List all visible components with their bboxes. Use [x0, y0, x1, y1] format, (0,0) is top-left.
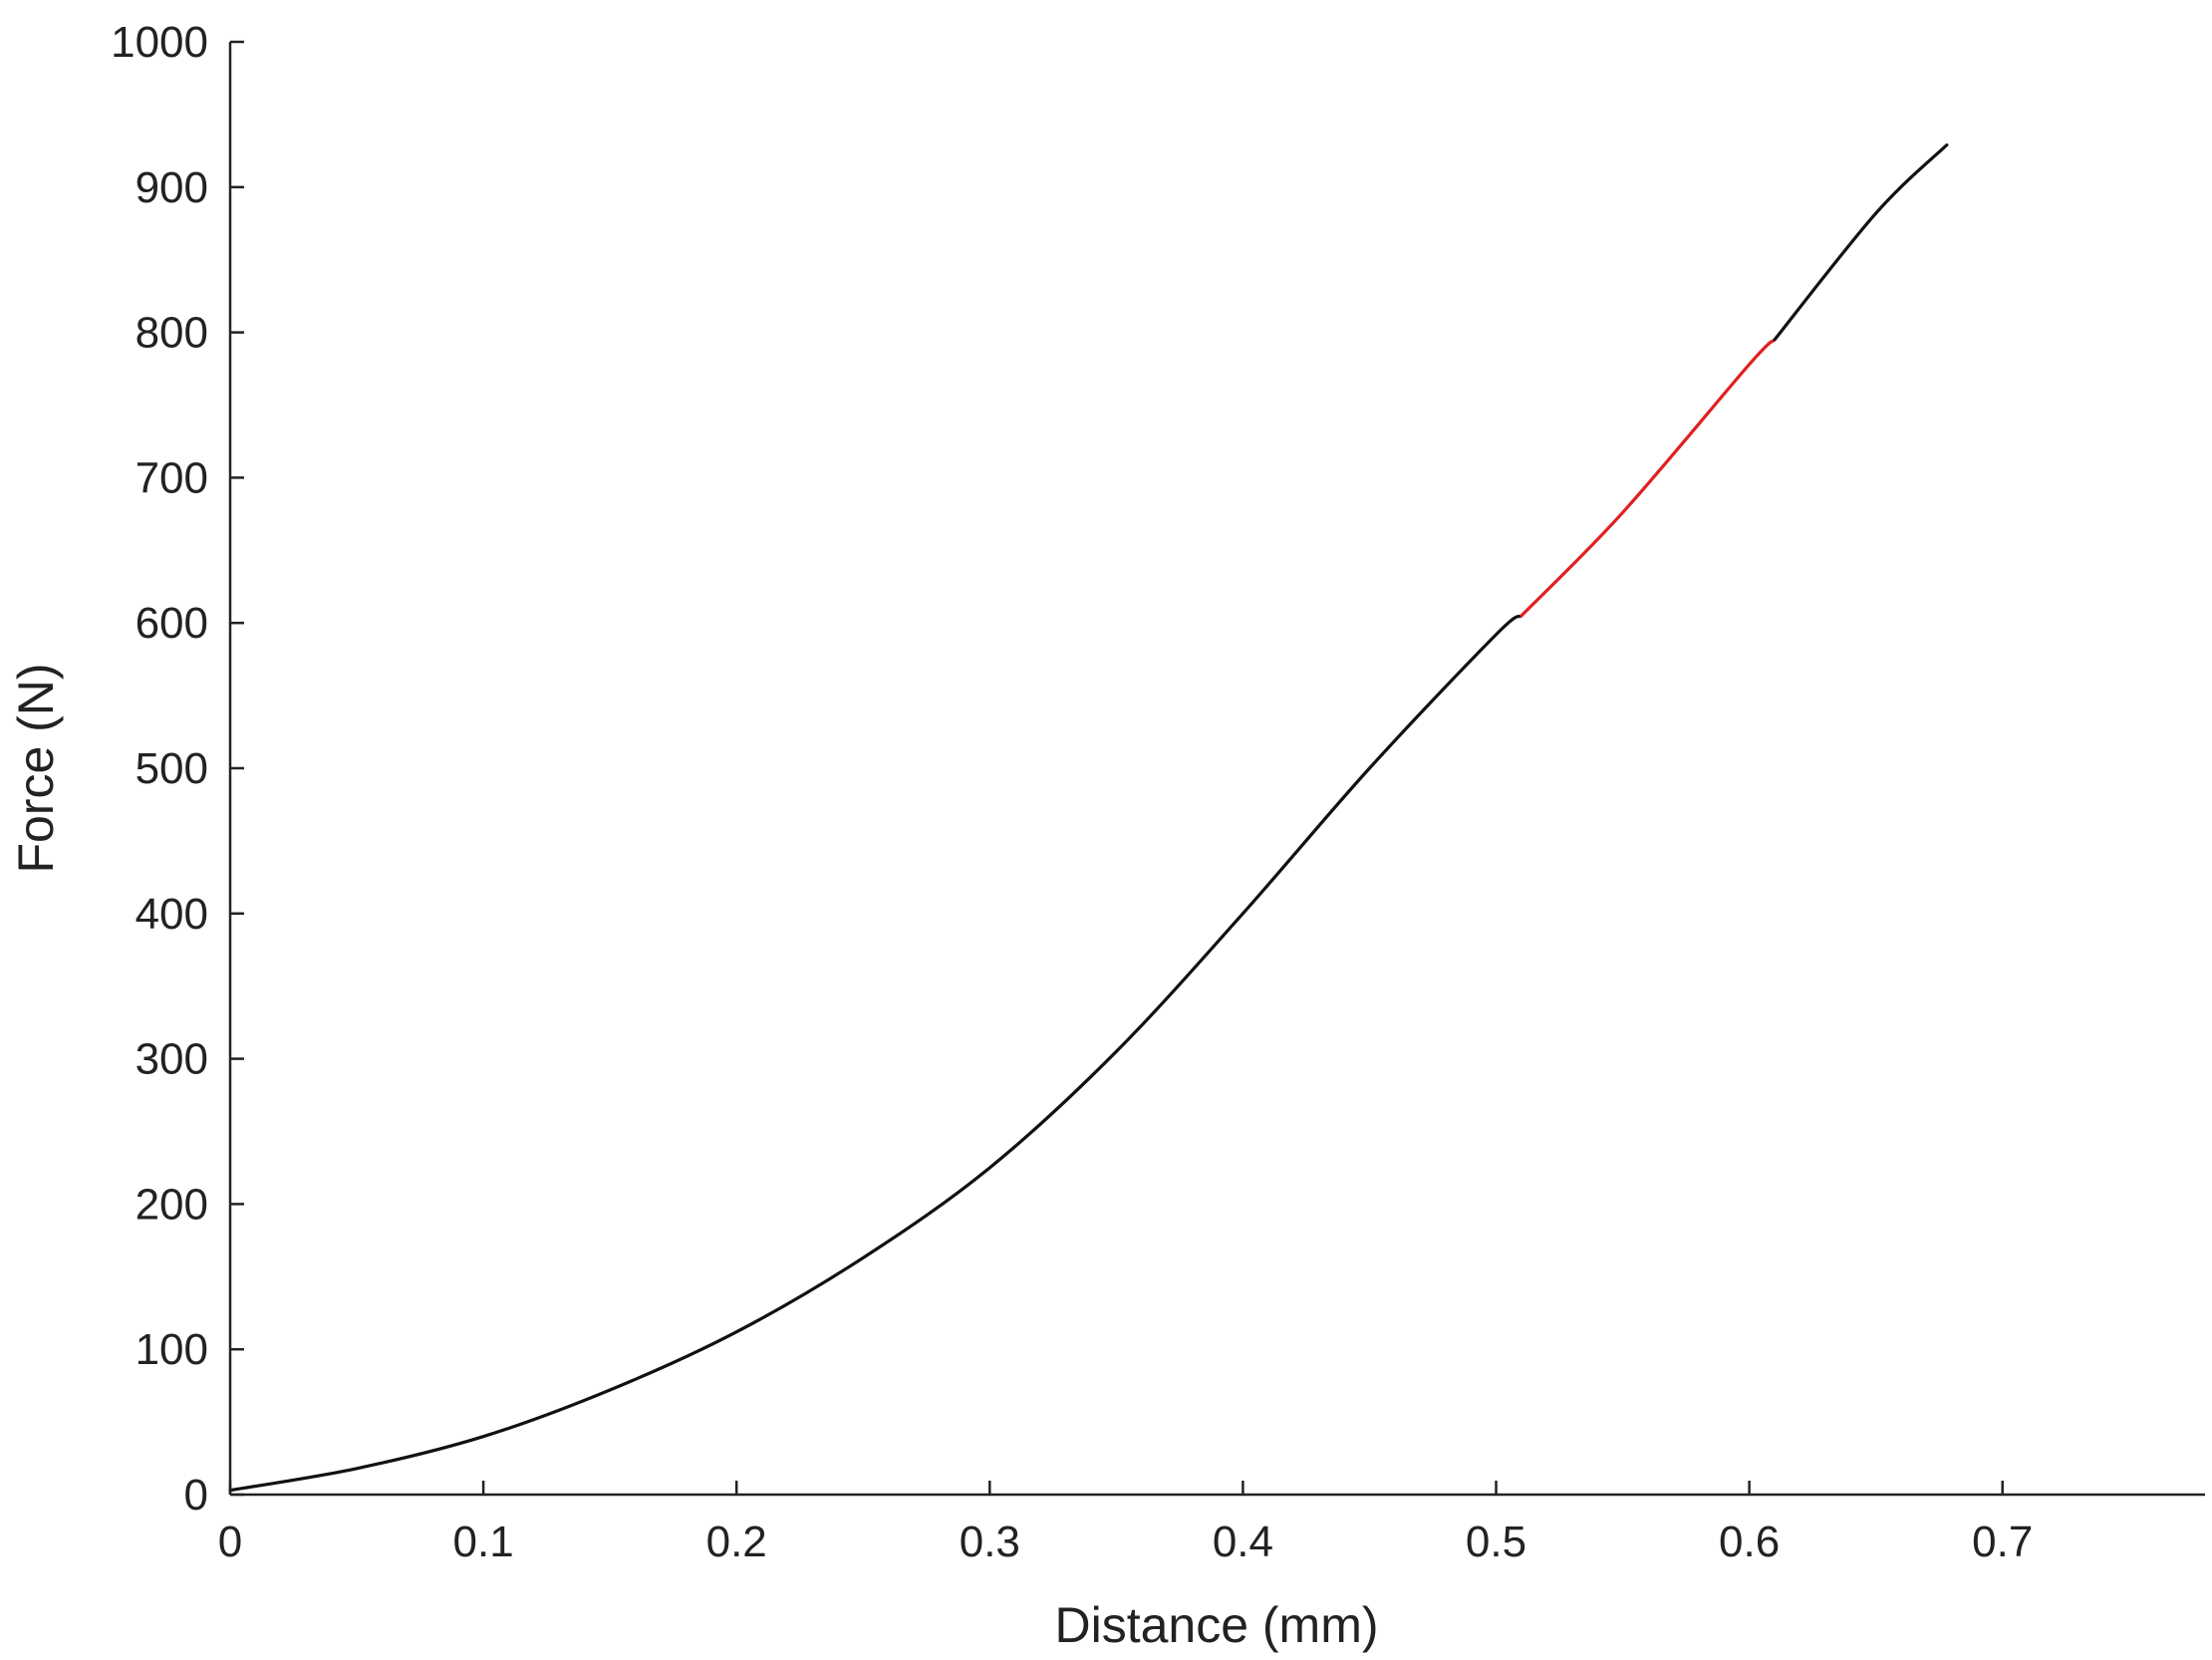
- x-tick-label: 0.4: [1213, 1518, 1273, 1566]
- y-tick-label: 600: [136, 599, 208, 648]
- series-line-0: [228, 614, 1523, 1493]
- y-tick-label: 200: [136, 1180, 208, 1229]
- x-ticks: 0 0.1 0.2 0.3 0.4 0.5 0.6 0.7: [218, 1481, 2033, 1566]
- y-tick-label: 700: [136, 453, 208, 502]
- x-tick-label: 0: [218, 1518, 242, 1566]
- y-tick-label: 500: [136, 744, 208, 793]
- series-line-2: [1773, 142, 1949, 342]
- series-layer: [228, 142, 1949, 1493]
- x-tick-label: 0.1: [453, 1518, 514, 1566]
- y-tick-label: 400: [136, 890, 208, 939]
- x-tick-label: 0.5: [1466, 1518, 1526, 1566]
- x-tick-label: 0.7: [1972, 1518, 2033, 1566]
- x-tick-label: 0.6: [1719, 1518, 1780, 1566]
- y-axis-title: Force (N): [8, 663, 64, 873]
- series-line-1: [1520, 338, 1777, 618]
- x-tick-label: 0.2: [706, 1518, 767, 1566]
- y-tick-label: 100: [136, 1325, 208, 1374]
- y-tick-label: 300: [136, 1035, 208, 1084]
- x-tick-label: 0.3: [960, 1518, 1020, 1566]
- y-tick-label: 800: [136, 309, 208, 358]
- x-axis-title: Distance (mm): [1054, 1597, 1378, 1653]
- y-ticks: 0 100 200 300 400 500 600 700 800 900 1000: [111, 18, 244, 1520]
- y-tick-label: 900: [136, 163, 208, 212]
- y-tick-label: 1000: [111, 18, 208, 67]
- y-tick-label: 0: [184, 1471, 208, 1520]
